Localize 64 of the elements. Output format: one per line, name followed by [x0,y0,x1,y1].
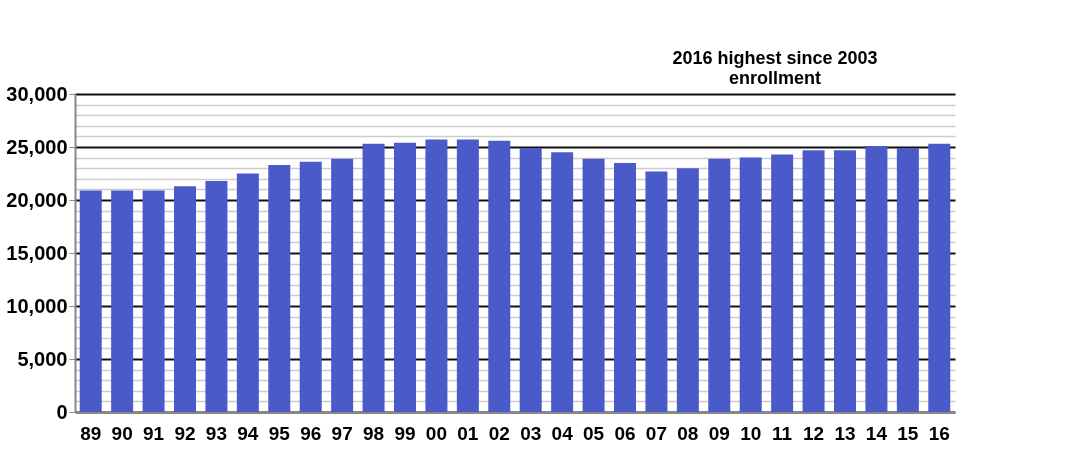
bar [771,154,794,412]
bar [299,161,322,412]
y-tick-label: 30,000 [6,82,68,105]
bar [676,168,699,412]
x-tick-label: 06 [614,422,636,444]
x-tick-label: 10 [740,422,762,444]
x-tick-label: 07 [645,422,667,444]
y-tick-label: 15,000 [6,241,68,264]
bar [456,139,479,412]
x-tick-label: 08 [677,422,699,444]
bar [142,190,165,412]
bar [79,190,102,412]
x-tick-label: 01 [457,422,479,444]
bar [268,165,291,412]
text: 2016 highest since 2003 enrollment [672,48,878,88]
x-tick-label: 89 [80,422,102,444]
bar [928,143,951,412]
bar [425,139,448,412]
bar [614,162,636,412]
bar [362,143,385,412]
x-tick-label: 93 [205,422,227,444]
bar [739,157,762,412]
bar [551,152,574,412]
bar [205,180,228,412]
bar [802,150,825,412]
bar [519,148,542,412]
x-tick-label: 97 [331,422,353,444]
bar [331,158,354,412]
x-tick-label: 16 [928,422,950,444]
bar [708,158,731,412]
bar [865,145,888,412]
x-tick-label: 11 [772,422,793,444]
x-tick-label: 96 [300,422,322,444]
x-tick-label: 99 [394,422,416,444]
y-tick-label: 0 [56,400,68,423]
y-tick-label: 5,000 [17,347,68,370]
x-tick-label: 04 [551,422,574,444]
y-tick-label: 25,000 [6,135,68,158]
bar [111,190,134,412]
bar [236,173,259,412]
x-tick-label: 90 [111,422,133,444]
x-tick-label: 00 [425,422,447,444]
y-tick-label: 20,000 [6,188,68,211]
x-tick-label: 13 [834,422,856,444]
bar [582,158,605,412]
y-tick-label: 10,000 [6,294,68,317]
x-tick-label: 95 [268,422,291,444]
x-tick-label: 12 [803,422,825,444]
x-tick-label: 92 [174,422,196,444]
x-tick-label: 91 [143,422,165,444]
x-tick-label: 14 [865,422,888,444]
bar [394,142,416,412]
x-tick-label: 03 [520,422,542,444]
x-tick-label: 98 [363,422,385,444]
x-tick-label: 94 [237,422,259,444]
bar [645,171,668,412]
bar [174,186,196,412]
bar [488,140,511,412]
x-tick-label: 02 [488,422,510,444]
bar [896,148,919,412]
x-tick-label: 05 [583,422,605,444]
x-tick-label: 09 [708,422,730,444]
x-tick-label: 15 [897,422,919,444]
bar [834,150,856,412]
